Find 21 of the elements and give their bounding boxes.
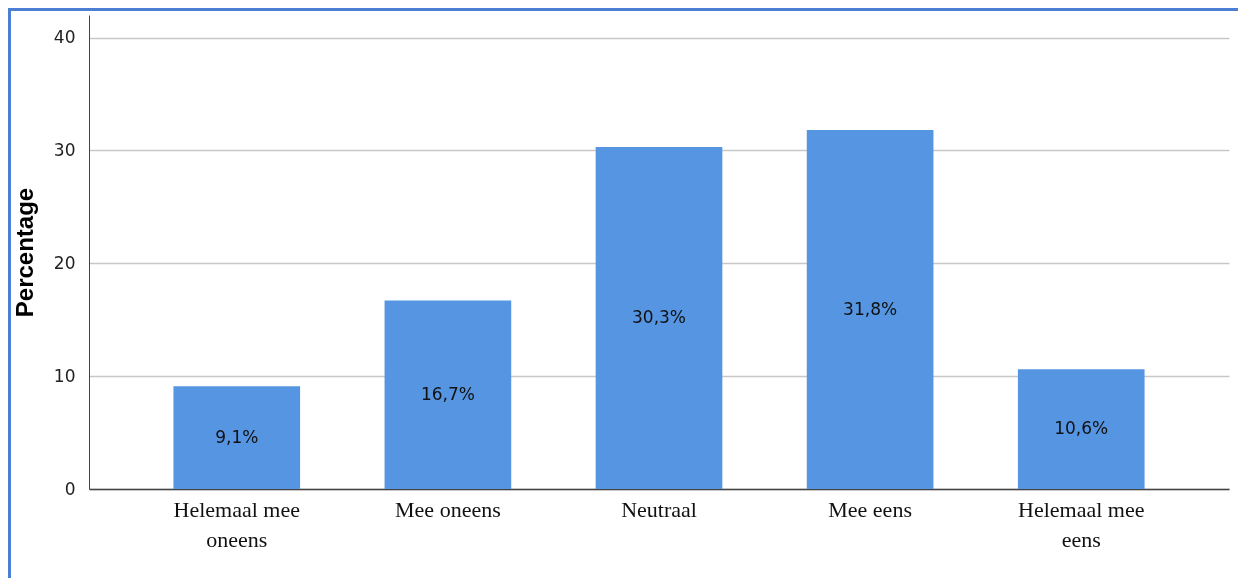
x-tick-label: Helemaal mee oneens: [173, 496, 300, 552]
x-tick-label: Neutraal: [621, 496, 697, 522]
bar: [806, 130, 934, 489]
bar: [173, 386, 301, 489]
bar: [1017, 369, 1145, 489]
bar: [384, 300, 512, 489]
x-tick-label: Helemaal mee eens: [1018, 496, 1145, 552]
x-tick-label: Mee oneens: [395, 496, 501, 522]
x-tick-label: Mee eens: [828, 496, 912, 522]
y-tick-label: 0: [64, 478, 76, 499]
y-tick-label: 10: [53, 365, 76, 386]
y-tick-label: 20: [53, 252, 76, 273]
data-label: 30,3%: [631, 307, 687, 328]
y-axis-title: Percentage: [10, 187, 38, 318]
data-label: 10,6%: [1054, 418, 1109, 439]
y-tick-label: 40: [53, 27, 76, 48]
data-label: 31,8%: [843, 298, 898, 319]
bar: [595, 147, 723, 489]
data-label: 16,7%: [420, 383, 475, 404]
data-label: 9,1%: [215, 426, 259, 447]
y-tick-label: 30: [53, 139, 76, 160]
